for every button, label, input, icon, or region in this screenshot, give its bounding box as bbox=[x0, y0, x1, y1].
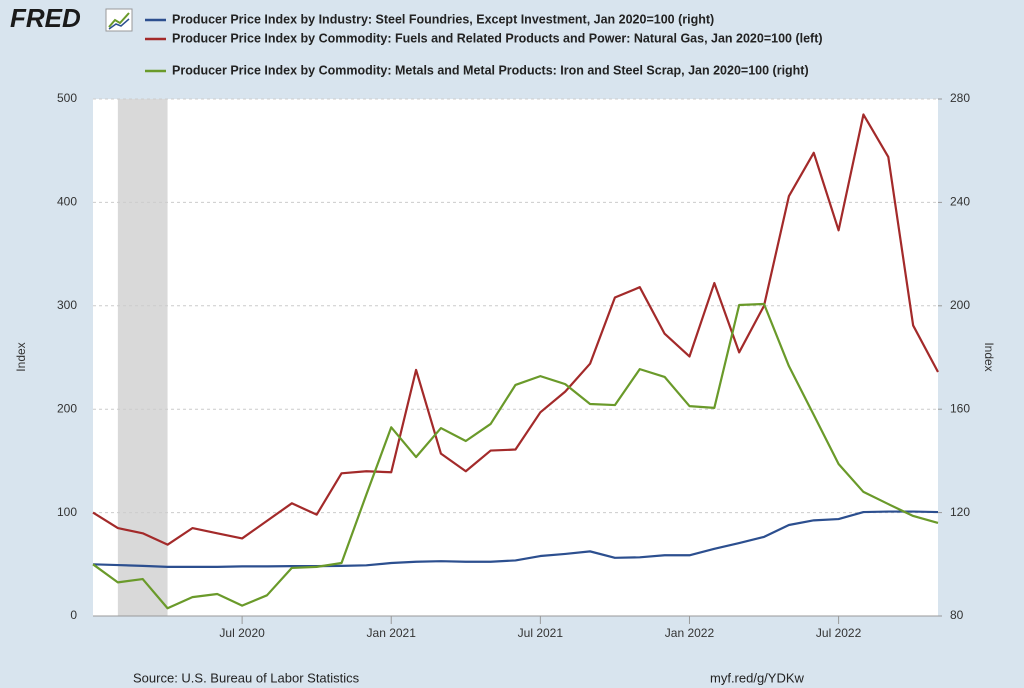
series-line bbox=[92, 510, 939, 568]
y-tick-label: 500 bbox=[57, 91, 77, 105]
x-tick-label: Jan 2022 bbox=[665, 626, 715, 640]
x-tick-label: Jul 2022 bbox=[816, 626, 862, 640]
series-line bbox=[92, 113, 939, 546]
series-line bbox=[92, 302, 939, 610]
y-tick-label: 200 bbox=[57, 401, 77, 415]
y2-axis-title: Index bbox=[982, 342, 996, 371]
y-axis-title: Index bbox=[14, 342, 28, 371]
plot-area bbox=[93, 99, 938, 616]
y2-tick-label: 120 bbox=[950, 505, 970, 519]
y2-tick-label: 200 bbox=[950, 298, 970, 312]
legend-label: Producer Price Index by Industry: Steel … bbox=[172, 12, 714, 26]
y-tick-label: 400 bbox=[57, 195, 77, 209]
y2-tick-label: 240 bbox=[950, 195, 970, 209]
logo-icon bbox=[105, 8, 133, 32]
y-tick-label: 300 bbox=[57, 298, 77, 312]
legend-label: Producer Price Index by Commodity: Fuels… bbox=[172, 31, 823, 45]
y2-tick-label: 80 bbox=[950, 608, 964, 622]
legend-label: Producer Price Index by Commodity: Metal… bbox=[172, 63, 809, 77]
logo: FRED bbox=[10, 3, 81, 33]
source: Source: U.S. Bureau of Labor Statistics bbox=[133, 670, 360, 685]
x-tick-label: Jul 2021 bbox=[518, 626, 564, 640]
y-tick-label: 0 bbox=[70, 608, 77, 622]
x-tick-label: Jul 2020 bbox=[219, 626, 265, 640]
recession-band bbox=[117, 99, 168, 616]
y2-tick-label: 280 bbox=[950, 91, 970, 105]
y-tick-label: 100 bbox=[57, 505, 77, 519]
y2-tick-label: 160 bbox=[950, 401, 970, 415]
x-tick-label: Jan 2021 bbox=[367, 626, 417, 640]
link: myf.red/g/YDKw bbox=[710, 670, 805, 685]
